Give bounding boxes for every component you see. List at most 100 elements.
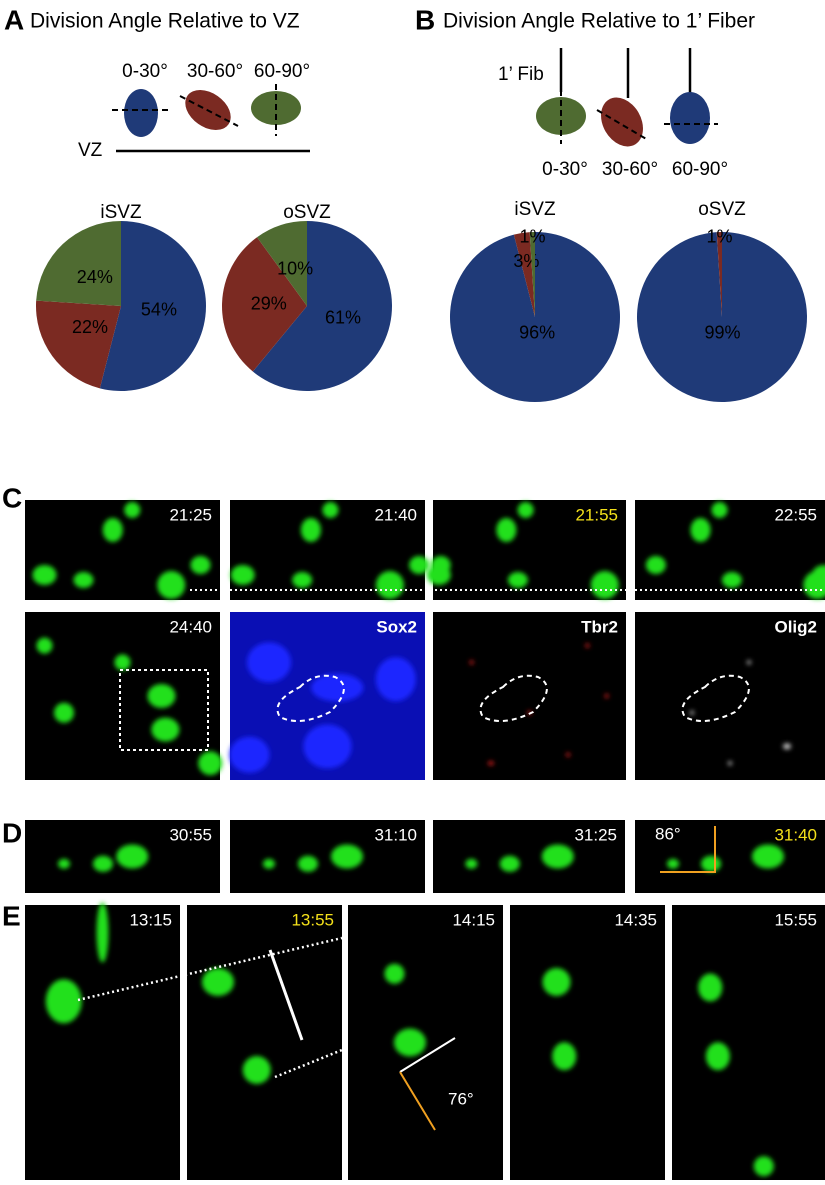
cell-signal xyxy=(93,855,113,872)
timestamp: 14:15 xyxy=(452,910,495,929)
cell-outline xyxy=(276,674,345,722)
pie-title: iSVZ xyxy=(514,199,556,220)
angle-guide xyxy=(660,826,716,873)
panel-label: A xyxy=(4,4,24,35)
division-axis xyxy=(399,1071,436,1131)
timestamp: 21:25 xyxy=(169,505,212,524)
timestamp: 31:25 xyxy=(574,825,617,844)
cell-signal xyxy=(747,660,751,665)
timestamp: 24:40 xyxy=(169,617,212,636)
timestamp: 21:55 xyxy=(575,505,618,524)
pie-slice xyxy=(252,221,392,391)
micrograph xyxy=(510,905,665,1180)
cell-signal xyxy=(701,855,721,872)
guide-line xyxy=(274,1048,343,1079)
cell-signal xyxy=(322,502,339,518)
cell-signal xyxy=(375,657,416,702)
cells xyxy=(384,963,426,1057)
value-label: 1% xyxy=(707,227,733,247)
arrow xyxy=(268,949,304,1041)
cells xyxy=(690,660,791,766)
cell-signal xyxy=(496,518,517,542)
cell-signal xyxy=(230,565,255,585)
cell-signal xyxy=(375,571,404,599)
value-label: 54% xyxy=(141,300,177,320)
stain-label: Olig2 xyxy=(774,617,817,636)
cell-signal xyxy=(752,844,784,869)
angle-label: 30-60° xyxy=(187,61,243,82)
pie-slice xyxy=(221,237,307,372)
angle-label: 60-90° xyxy=(672,159,728,180)
micrograph xyxy=(433,820,625,893)
cell-signal xyxy=(590,571,619,599)
value-label: 61% xyxy=(325,308,361,328)
cells xyxy=(698,973,774,1177)
angle-label: 76° xyxy=(448,1089,474,1108)
cells xyxy=(229,642,416,773)
micrograph xyxy=(25,612,220,780)
cell-signal xyxy=(566,752,571,757)
timestamp: 31:40 xyxy=(774,825,817,844)
angle-label: 0-30° xyxy=(122,61,168,82)
panel-label: B xyxy=(415,4,435,35)
division-axis xyxy=(399,1037,456,1073)
cell-signal xyxy=(711,502,728,518)
cell-signal xyxy=(292,572,313,588)
pie-title: iSVZ xyxy=(100,202,142,223)
cell-signal xyxy=(190,556,211,574)
micrograph xyxy=(25,500,220,600)
timestamp: 30:55 xyxy=(169,825,212,844)
micrograph xyxy=(635,612,825,780)
cell-signal xyxy=(242,1056,271,1084)
timestamp: 31:10 xyxy=(374,825,417,844)
cells xyxy=(36,637,223,776)
pie-slice xyxy=(636,232,807,403)
cell-signal xyxy=(690,518,711,542)
cell-signal xyxy=(604,694,609,698)
cell xyxy=(670,92,710,144)
vz-label: VZ xyxy=(78,140,103,161)
micrograph xyxy=(635,820,825,893)
cell-signal xyxy=(96,902,109,963)
cell-signal xyxy=(487,761,494,766)
cell-signal xyxy=(331,844,363,869)
cell-signal xyxy=(753,1156,774,1177)
cell-signal xyxy=(585,643,590,648)
cell-outline xyxy=(479,674,548,722)
cell-outline xyxy=(681,674,750,722)
cells xyxy=(426,502,619,599)
stain-label: Sox2 xyxy=(376,617,417,636)
cell-signal xyxy=(812,565,825,585)
panel-title: Division Angle Relative to VZ xyxy=(30,10,300,33)
cells xyxy=(230,502,430,599)
cells xyxy=(645,502,825,599)
cell-signal xyxy=(198,751,223,776)
pie-title: oSVZ xyxy=(698,199,746,220)
timestamp: 15:55 xyxy=(774,910,817,929)
value-label: 3% xyxy=(513,251,539,271)
cell-signal xyxy=(114,654,131,671)
micrograph xyxy=(672,905,825,1180)
cleavage-line xyxy=(179,95,239,127)
value-label: 10% xyxy=(277,258,313,278)
cell-signal xyxy=(552,1042,577,1071)
cell-signal xyxy=(409,556,430,574)
panel-label: D xyxy=(2,817,22,848)
value-label: 99% xyxy=(705,323,741,343)
cell-signal xyxy=(102,518,123,542)
cell-signal xyxy=(690,710,694,715)
cell-signal xyxy=(116,844,149,869)
value-label: 96% xyxy=(519,323,555,343)
cell-signal xyxy=(698,973,723,1002)
value-label: 1% xyxy=(520,227,546,247)
cell-signal xyxy=(517,502,534,518)
cell-signal xyxy=(124,502,141,518)
cell-signal xyxy=(147,684,176,708)
angle-label: 86° xyxy=(655,824,681,843)
cell-signal xyxy=(157,571,186,599)
angle-label: 30-60° xyxy=(602,159,658,180)
cell-signal xyxy=(645,556,666,574)
panel-title: Division Angle Relative to 1’ Fiber xyxy=(443,10,755,33)
timestamp: 13:55 xyxy=(291,910,334,929)
cell-signal xyxy=(469,660,474,665)
